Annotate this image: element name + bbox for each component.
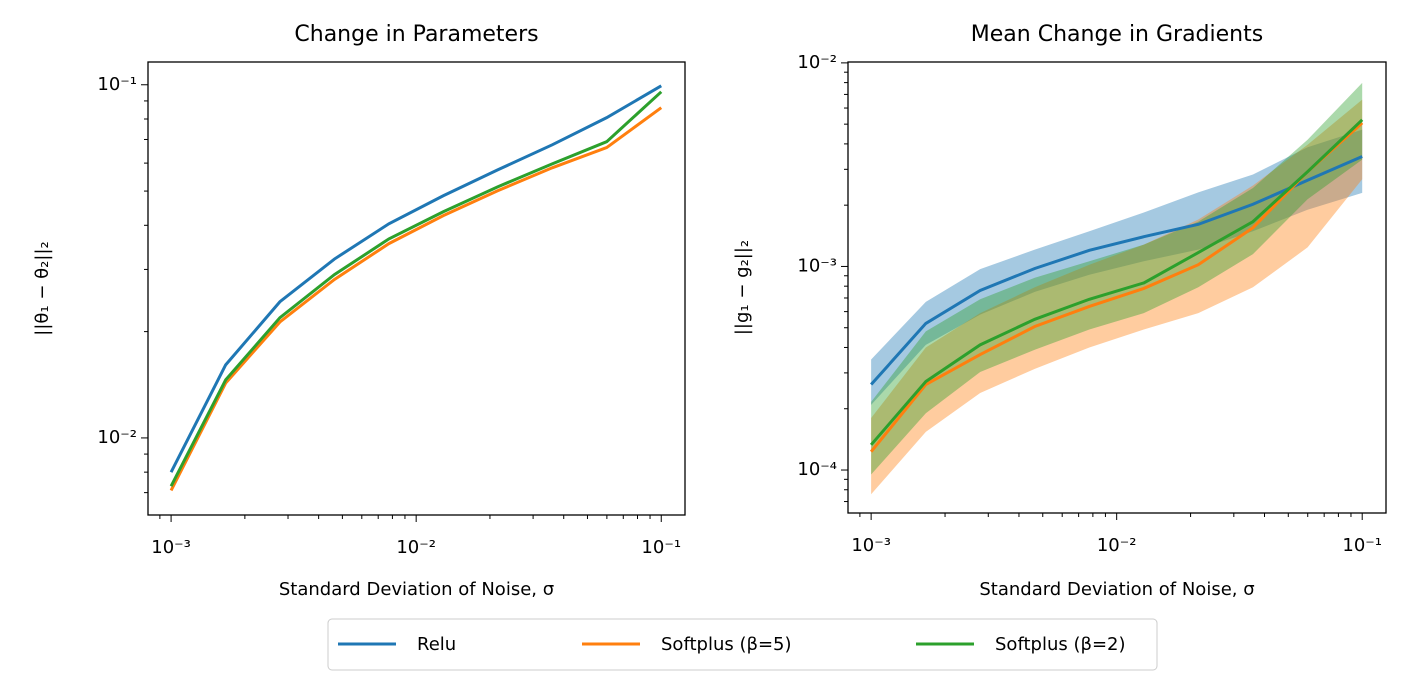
x-tick-label: 10⁻¹ bbox=[1342, 535, 1382, 556]
y-axis-label: ||g₁ − g₂||₂ bbox=[732, 240, 753, 335]
y-tick-label: 10⁻³ bbox=[797, 255, 837, 276]
axes-frame bbox=[147, 61, 686, 516]
y-tick-label: 10⁻² bbox=[97, 427, 137, 448]
line bbox=[169, 106, 663, 492]
line bbox=[869, 118, 1364, 446]
x-tick-label: 10⁻³ bbox=[151, 537, 191, 558]
x-axis-label: Standard Deviation of Noise, σ bbox=[279, 579, 554, 600]
x-tick-label: 10⁻³ bbox=[851, 535, 891, 556]
line bbox=[169, 84, 663, 473]
legend: Relu Softplus (β=5) Softplus (β=2) bbox=[327, 618, 1158, 671]
error-band bbox=[871, 82, 1363, 475]
x-tick-label: 10⁻² bbox=[1097, 535, 1137, 556]
chart-title: Change in Parameters bbox=[294, 22, 538, 47]
y-tick-label: 10⁻¹ bbox=[97, 74, 137, 95]
legend-label: Relu bbox=[417, 634, 456, 655]
y-tick-label: 10⁻² bbox=[797, 52, 837, 73]
y-axis-label: ||θ₁ − θ₂||₂ bbox=[32, 241, 53, 335]
x-axis-label: Standard Deviation of Noise, σ bbox=[979, 579, 1254, 600]
x-tick-label: 10⁻² bbox=[396, 537, 436, 558]
error-band bbox=[871, 129, 1363, 405]
legend-label: Softplus (β=5) bbox=[661, 634, 792, 655]
legend-frame bbox=[327, 618, 1158, 671]
line bbox=[869, 121, 1364, 453]
x-tick-label: 10⁻¹ bbox=[641, 537, 681, 558]
legend-label: Softplus (β=2) bbox=[995, 634, 1126, 655]
line bbox=[870, 155, 1363, 386]
chart-title: Mean Change in Gradients bbox=[971, 22, 1263, 47]
line bbox=[169, 90, 663, 487]
y-tick-label: 10⁻⁴ bbox=[797, 459, 837, 480]
